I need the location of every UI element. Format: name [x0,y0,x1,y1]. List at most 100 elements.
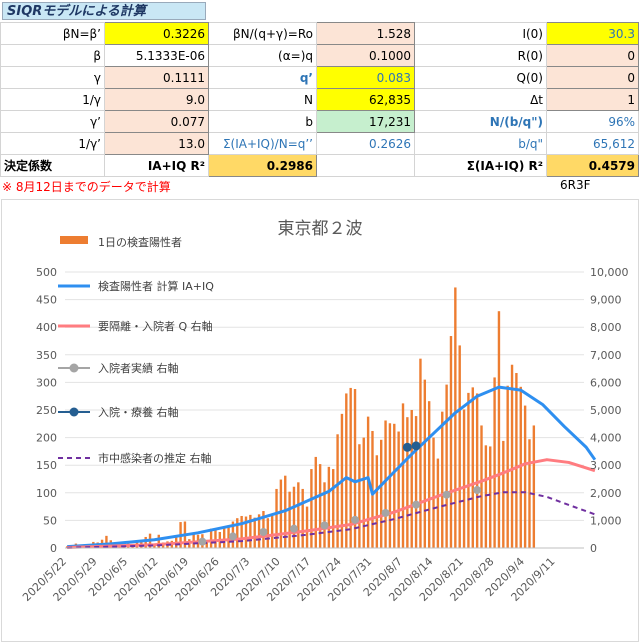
value-cell[interactable]: 0.3226 [104,22,209,45]
bar [275,488,278,548]
y-left-tick-label: 200 [36,432,57,445]
marker-hospitalized [259,527,268,536]
value-cell[interactable]: 0.1111 [104,66,209,89]
value-cell[interactable]: 0 [546,66,639,89]
bar [288,491,291,548]
label-cell: Σ(IA+IQ)/N=q’’ [208,132,317,155]
legend-swatch [60,236,88,244]
label-cell: Q(0) [414,66,547,89]
chart-area[interactable]: 東京都２波 0 50 100 150 200 250 300 350 400 450 500 0 1,0… [1,199,639,642]
bar [532,425,536,548]
series-line [67,458,596,549]
y-left-tick-label: 450 [36,294,57,307]
bar [353,389,357,548]
y-right-tick-label: 9,000 [590,294,622,307]
bar [318,464,322,548]
label-cell: βN=β’ [0,22,105,45]
bar [332,469,335,548]
bar [236,518,239,548]
label-cell: 65,612 [546,132,639,155]
value-cell[interactable]: 30.3 [546,22,639,45]
y-right-tick-label: 0 [590,542,597,555]
marker-hospital-care [402,442,412,452]
series-line [67,491,596,549]
series-line [67,385,597,549]
bar [432,437,435,548]
bar [297,482,300,548]
r2-b-label: Σ(IA+IQ) R² [414,154,547,177]
y-right-tick-label: 1,000 [590,514,622,527]
chart-svg: 東京都２波 0 50 100 150 200 250 300 350 400 450 500 0 1,0… [20,219,628,604]
y-left-tick-label: 150 [36,459,57,472]
bar [519,386,522,548]
marker-hospitalized [289,524,298,533]
label-cell: γ [0,66,105,89]
label-cell: N/(b/q") [414,110,547,133]
value-cell[interactable]: 17,231 [316,110,415,133]
y-left-tick-label: 0 [50,542,57,555]
label-cell: (α=)q [208,44,317,67]
label-cell: 1/γ’ [0,132,105,155]
bar [406,417,409,548]
bar [292,486,296,548]
y-left-tick-label: 350 [36,349,57,362]
label-cell: βN/(q+γ)=Ro [208,22,317,45]
bar [131,546,134,548]
sheet-code: 6R3F [560,178,591,192]
bar [475,393,479,548]
bar [462,409,466,548]
bar [454,287,457,548]
bar [153,544,156,548]
bar [253,517,256,548]
value-cell[interactable]: 0.083 [316,66,415,89]
y-right-tick-label: 8,000 [590,321,622,334]
bar [471,387,474,548]
bar [144,536,147,548]
r2-a-value[interactable]: 0.2986 [208,154,317,177]
label-cell: R(0) [414,44,547,67]
y-right-tick-label: 3,000 [590,459,622,472]
value-cell[interactable]: 62,835 [316,88,415,111]
value-cell[interactable]: 1 [546,88,639,111]
bar [401,403,405,548]
legend-marker [69,407,79,417]
label-cell: γ’ [0,110,105,133]
bar [510,364,514,548]
bar [192,533,195,548]
marker-hospitalized [473,486,482,495]
sheet-row: γ 0.1111 q’ 0.083 Q(0) 0 [0,66,639,89]
bar [214,528,217,548]
bar [480,425,483,548]
value-cell[interactable]: 1.528 [316,22,415,45]
label-cell: q’ [208,66,317,89]
line-series [67,385,597,549]
bar [323,482,326,548]
marker-hospitalized [320,521,329,530]
bar [506,385,509,548]
bar [205,541,208,548]
value-cell[interactable]: 0.1000 [316,44,415,67]
bar [222,526,226,548]
value-cell[interactable]: 0 [546,44,639,67]
value-cell[interactable]: 9.0 [104,88,209,111]
y-left-tick-label: 300 [36,376,57,389]
value-cell[interactable]: 5.1333E-06 [104,44,209,67]
y-left-tick-label: 100 [36,487,57,500]
r2-b-value[interactable]: 0.4579 [546,154,639,177]
bar [484,445,488,548]
bar [523,405,527,548]
bar [270,515,274,548]
sheet-row: β 5.1333E-06 (α=)q 0.1000 R(0) 0 [0,44,639,67]
legend-marker [69,363,79,373]
marker-hospitalized [198,537,207,546]
label-cell: 96% [546,110,639,133]
value-cell[interactable]: 0.077 [104,110,209,133]
value-cell[interactable]: 13.0 [104,132,209,155]
bar [414,416,418,548]
legend-label: 入院・療養 右軸 [98,405,179,419]
bar [458,345,461,548]
bar [410,410,413,548]
marker-hospital-care [411,441,421,451]
bar [397,431,400,548]
label-cell: b [208,110,317,133]
